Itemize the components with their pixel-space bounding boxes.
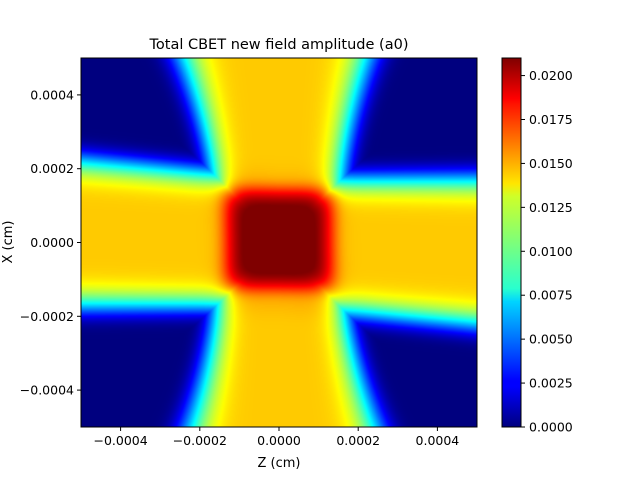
x-tick-label: −0.0004: [93, 433, 147, 448]
y-tick-label: 0.0004: [30, 87, 74, 102]
chart-title: Total CBET new field amplitude (a0): [149, 37, 409, 53]
colorbar-tick-label: 0.0025: [529, 376, 573, 391]
x-axis: −0.0004 −0.0002 0.0000 0.0002 0.0004: [93, 427, 459, 448]
colorbar: 0.0000 0.0025 0.0050 0.0075 0.0100 0.0125 0.01…: [501, 57, 573, 435]
colorbar-tick-label: 0.0100: [529, 244, 573, 259]
y-tick-label: −0.0002: [20, 309, 74, 324]
x-tick-label: −0.0002: [173, 433, 227, 448]
y-tick-label: −0.0004: [20, 383, 74, 398]
y-axis: −0.0004 −0.0002 0.0000 0.0002 0.0004: [20, 87, 81, 398]
x-tick-label: 0.0004: [416, 433, 460, 448]
x-tick-label: 0.0000: [257, 433, 301, 448]
colorbar-tick-label: 0.0150: [529, 156, 573, 171]
colorbar-tick-label: 0.0000: [529, 420, 573, 435]
colorbar-gradient: [501, 57, 522, 428]
x-tick-label: 0.0002: [336, 433, 380, 448]
heatmap-area: [80, 57, 478, 428]
y-axis-label: X (cm): [1, 221, 16, 264]
y-tick-label: 0.0000: [30, 235, 74, 250]
x-axis-label: Z (cm): [258, 456, 301, 471]
y-tick-label: 0.0002: [30, 161, 74, 176]
colorbar-tick-label: 0.0200: [529, 68, 573, 83]
colorbar-ticks: 0.0000 0.0025 0.0050 0.0075 0.0100 0.0125 0.01…: [521, 68, 573, 435]
colorbar-tick-label: 0.0075: [529, 288, 573, 303]
colorbar-tick-label: 0.0125: [529, 200, 573, 215]
colorbar-tick-label: 0.0050: [529, 332, 573, 347]
colorbar-tick-label: 0.0175: [529, 112, 573, 127]
